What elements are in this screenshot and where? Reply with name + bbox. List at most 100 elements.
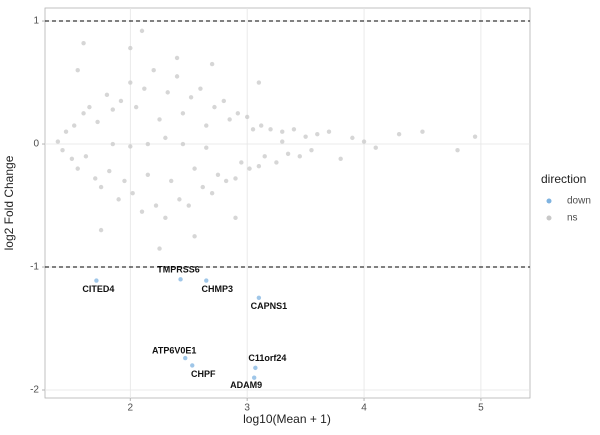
- point: [235, 111, 241, 116]
- point: [118, 98, 124, 104]
- y-tick-label: 0: [33, 139, 39, 150]
- point: [233, 176, 238, 181]
- point: [87, 104, 92, 110]
- point-label: ADAM9: [230, 380, 262, 390]
- point-label: C11orf24: [248, 353, 286, 363]
- point: [163, 135, 168, 141]
- point: [60, 147, 65, 153]
- point: [200, 184, 205, 190]
- point: [256, 295, 262, 300]
- point: [209, 191, 215, 196]
- x-tick-label: 4: [361, 403, 367, 414]
- point: [180, 111, 186, 116]
- legend-swatch: [546, 215, 552, 221]
- panel: [44, 7, 531, 399]
- point: [174, 74, 180, 79]
- point: [188, 95, 194, 100]
- point: [204, 145, 209, 150]
- y-tick-label: -2: [30, 385, 39, 396]
- point-label: CHMP3: [202, 284, 234, 294]
- point: [81, 111, 86, 116]
- y-tick-label: -1: [30, 262, 39, 273]
- point: [223, 178, 229, 184]
- point: [95, 119, 100, 125]
- point: [256, 163, 262, 169]
- point: [110, 141, 115, 147]
- point: [280, 139, 285, 144]
- point: [122, 178, 127, 184]
- point: [63, 129, 69, 134]
- point: [75, 68, 80, 73]
- point: [250, 127, 256, 132]
- point: [455, 147, 460, 153]
- point: [192, 166, 197, 171]
- point: [233, 215, 238, 221]
- legend-label: ns: [567, 213, 578, 224]
- point: [274, 160, 279, 165]
- point-label: ATP6V0E1: [152, 345, 196, 355]
- point: [151, 68, 156, 73]
- point: [361, 139, 367, 144]
- point: [145, 141, 151, 147]
- point: [262, 154, 267, 159]
- point: [420, 129, 425, 134]
- point: [227, 117, 232, 122]
- point: [55, 139, 61, 144]
- point: [93, 176, 98, 181]
- point: [130, 191, 135, 196]
- point: [110, 107, 115, 112]
- x-tick-label: 5: [478, 403, 484, 414]
- legend-label: down: [567, 196, 591, 207]
- point: [259, 123, 264, 128]
- point: [163, 215, 168, 221]
- x-axis-title: log10(Mean + 1): [243, 412, 331, 426]
- point: [81, 40, 86, 46]
- x-tick-label: 3: [244, 403, 250, 414]
- point: [165, 90, 170, 95]
- point: [303, 134, 308, 139]
- point: [247, 166, 252, 171]
- point: [174, 55, 180, 61]
- point: [204, 278, 209, 283]
- x-tick-label: 2: [128, 403, 134, 414]
- point: [186, 203, 191, 208]
- point: [209, 61, 215, 67]
- point: [180, 141, 186, 147]
- y-tick-label: 1: [33, 16, 39, 27]
- point: [139, 209, 145, 214]
- point: [472, 134, 478, 139]
- point-label: CITED4: [82, 284, 114, 294]
- point: [157, 246, 162, 251]
- point: [116, 197, 121, 202]
- point: [291, 127, 297, 132]
- point: [221, 98, 227, 104]
- point-label: TMPRSS6: [157, 265, 200, 275]
- point: [169, 178, 174, 184]
- point: [373, 145, 378, 150]
- point: [177, 197, 182, 202]
- point: [94, 278, 99, 283]
- point: [239, 160, 244, 165]
- point: [69, 156, 75, 161]
- point: [309, 147, 314, 153]
- point: [183, 355, 188, 361]
- point: [251, 375, 257, 380]
- point: [128, 144, 133, 149]
- point: [142, 86, 147, 91]
- point: [280, 129, 285, 134]
- point: [139, 28, 145, 34]
- point: [350, 135, 355, 141]
- point-label: CHPF: [191, 369, 216, 379]
- point: [104, 92, 110, 98]
- point: [107, 168, 112, 174]
- point: [83, 154, 89, 159]
- point: [268, 127, 273, 132]
- point: [244, 114, 250, 120]
- y-axis-title: log2 Fold Change: [2, 155, 16, 250]
- point: [253, 365, 258, 371]
- point: [338, 156, 343, 161]
- point: [285, 151, 291, 157]
- legend-title: direction: [541, 172, 586, 186]
- point: [198, 86, 203, 91]
